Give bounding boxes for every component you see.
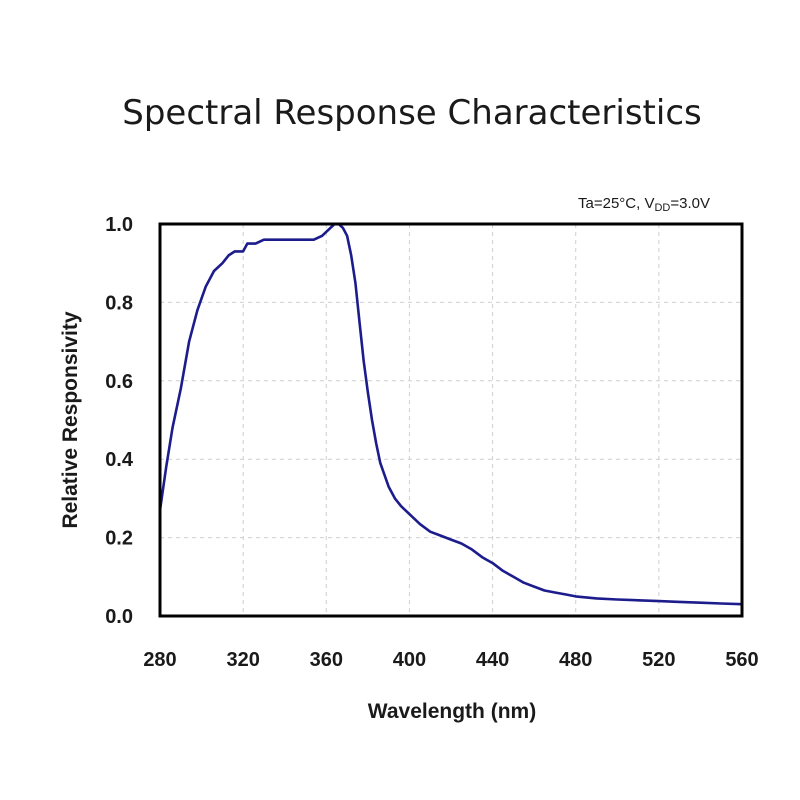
x-tick-label: 480 [559, 649, 592, 671]
y-tick-label: 0.6 [105, 371, 133, 393]
y-tick-label: 1.0 [105, 214, 133, 236]
chart-title: Spectral Response Characteristics [122, 93, 701, 133]
x-tick-label: 360 [310, 649, 343, 671]
y-tick-label: 0.0 [105, 606, 133, 628]
x-tick-labels: 280 320 360 400 440 480 520 560 [143, 649, 758, 671]
condition-suffix: =3.0V [670, 195, 710, 212]
y-tick-label: 0.4 [105, 449, 134, 471]
condition-prefix: Ta=25°C, V [578, 195, 654, 212]
y-tick-labels: 0.0 0.2 0.4 0.6 0.8 1.0 [105, 214, 134, 628]
x-tick-label: 280 [143, 649, 176, 671]
curve-layer [158, 222, 744, 606]
condition-subscript: DD [654, 202, 670, 214]
x-tick-label: 400 [393, 649, 426, 671]
y-axis-label: Relative Responsivity [59, 311, 82, 528]
condition-label: Ta=25°C, VDD=3.0V [578, 195, 710, 214]
y-tick-label: 0.8 [105, 292, 133, 314]
plot-frame [158, 222, 744, 618]
x-tick-label: 440 [476, 649, 509, 671]
x-tick-label: 560 [725, 649, 758, 671]
y-tick-label: 0.2 [105, 528, 133, 550]
x-tick-label: 320 [226, 649, 259, 671]
x-axis-label: Wavelength (nm) [368, 700, 536, 723]
grid-lines [160, 224, 742, 616]
x-tick-label: 520 [642, 649, 675, 671]
responsivity-curve [158, 222, 744, 606]
